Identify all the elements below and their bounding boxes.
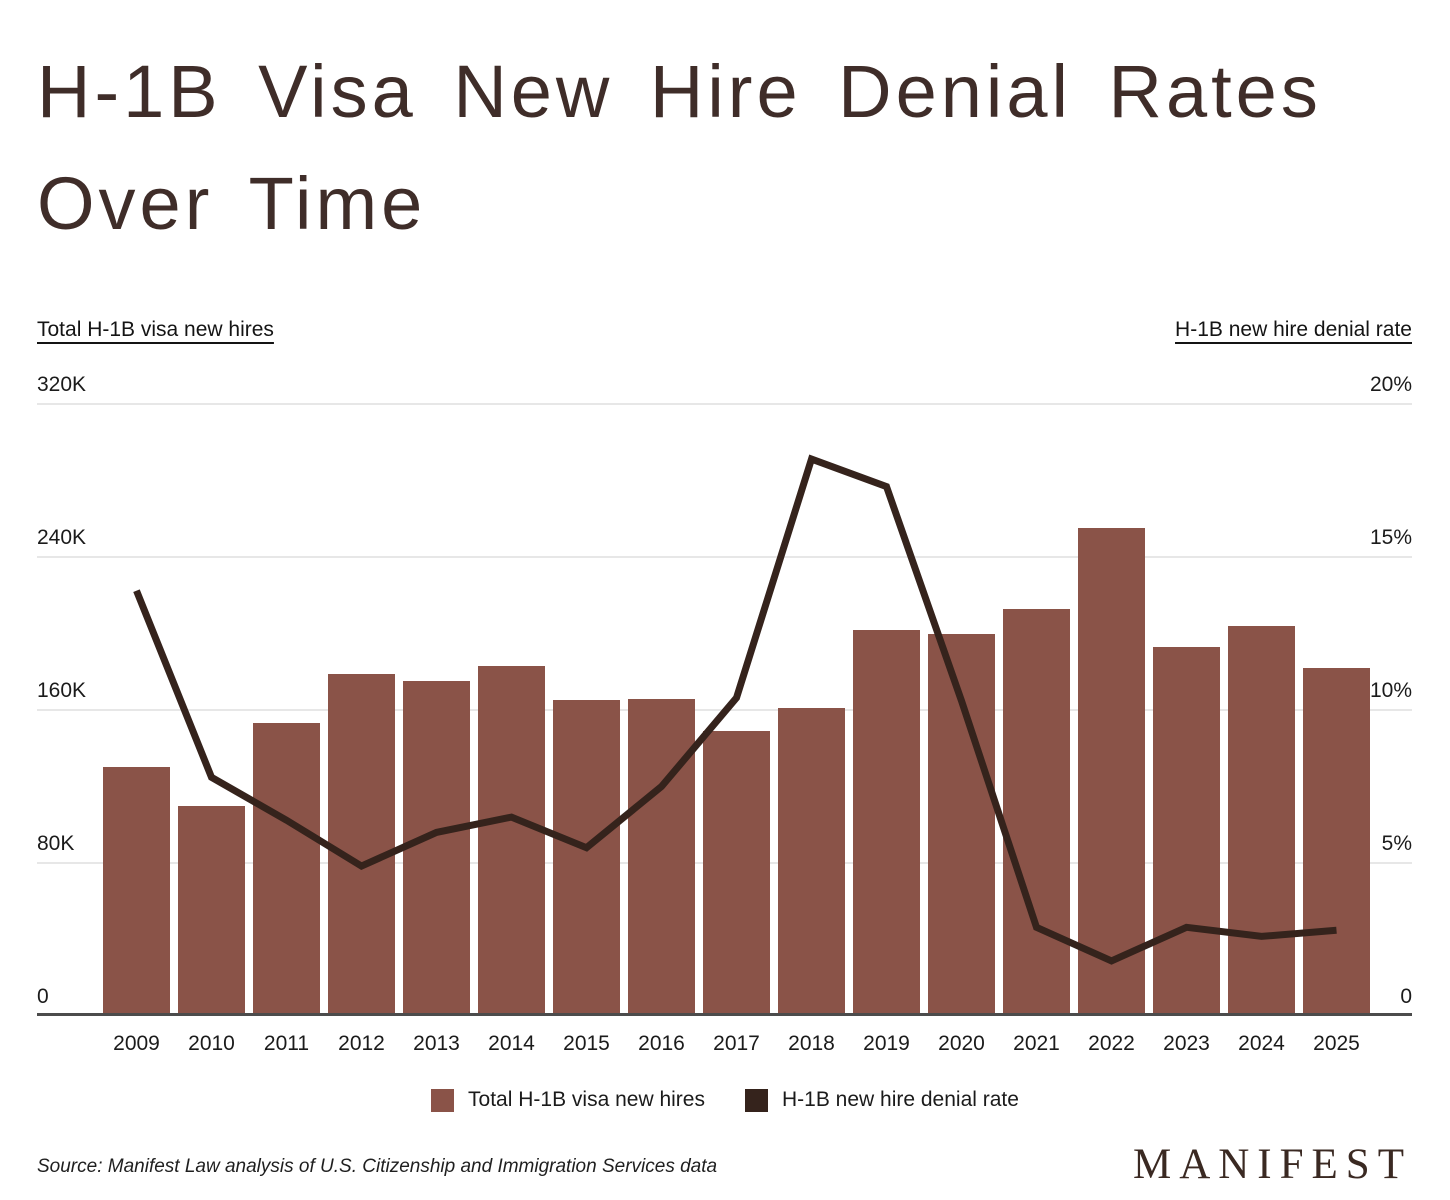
bar-2017 bbox=[703, 731, 770, 1013]
plot-area: 320K 20% 240K 15% 160K 10% 80K 5% 0 0 bbox=[37, 373, 1412, 1016]
x-axis-label-2023: 2023 bbox=[1163, 1032, 1210, 1055]
x-axis-label-2015: 2015 bbox=[563, 1032, 610, 1055]
bar-2020 bbox=[928, 633, 995, 1013]
x-axis-label-2014: 2014 bbox=[488, 1032, 535, 1055]
left-axis-tick: 80K bbox=[37, 832, 75, 855]
bar-2018 bbox=[778, 708, 845, 1013]
legend-item-denial-rate: H-1B new hire denial rate bbox=[744, 1088, 1019, 1112]
x-axis-label-2024: 2024 bbox=[1238, 1032, 1285, 1055]
right-axis-tick: 20% bbox=[1369, 373, 1412, 396]
left-axis-tick: 160K bbox=[37, 679, 87, 702]
right-axis-tick: 15% bbox=[1369, 526, 1412, 549]
bar-2023 bbox=[1153, 646, 1220, 1013]
legend-label: H-1B new hire denial rate bbox=[781, 1088, 1019, 1111]
x-axis-label-2020: 2020 bbox=[938, 1032, 985, 1055]
legend-swatch-line bbox=[744, 1088, 768, 1112]
x-axis-label-2021: 2021 bbox=[1013, 1032, 1060, 1055]
right-axis-tick: 0 bbox=[1400, 985, 1412, 1008]
chart-title: H-1B Visa New Hire Denial Rates Over Tim… bbox=[37, 36, 1322, 260]
left-axis-header-link[interactable]: Total H-1B visa new hires bbox=[37, 318, 274, 341]
legend-swatch-bar bbox=[431, 1088, 455, 1112]
bar-2010 bbox=[178, 805, 245, 1013]
bar-2019 bbox=[853, 629, 920, 1013]
x-axis-label-2025: 2025 bbox=[1313, 1032, 1360, 1055]
x-axis-label-2019: 2019 bbox=[863, 1032, 910, 1055]
chart-title-line2: Over Time bbox=[37, 162, 427, 245]
right-axis-tick: 10% bbox=[1369, 679, 1412, 702]
bar-2016 bbox=[628, 698, 695, 1013]
bar-2015 bbox=[553, 700, 620, 1013]
bar-2013 bbox=[403, 681, 470, 1013]
x-axis-labels: 2009 2010 2011 2012 2013 2014 2015 2016 2017 2018… bbox=[37, 1032, 1412, 1062]
chart-title-line1: H-1B Visa New Hire Denial Rates bbox=[37, 50, 1322, 133]
right-axis-tick: 5% bbox=[1381, 832, 1412, 855]
bar-2022 bbox=[1078, 528, 1145, 1013]
left-axis-tick: 240K bbox=[37, 526, 87, 549]
gridline bbox=[37, 403, 1412, 405]
right-axis-header-link[interactable]: H-1B new hire denial rate bbox=[1175, 318, 1412, 341]
bar-2025 bbox=[1303, 667, 1370, 1013]
bar-2024 bbox=[1228, 625, 1295, 1013]
bar-2014 bbox=[478, 666, 545, 1013]
bar-2011 bbox=[253, 723, 320, 1013]
gridline bbox=[37, 556, 1412, 558]
x-axis-label-2012: 2012 bbox=[338, 1032, 385, 1055]
manifest-logo: MANIFEST bbox=[1132, 1141, 1412, 1188]
source-note: Source: Manifest Law analysis of U.S. Ci… bbox=[37, 1156, 718, 1177]
x-axis-label-2018: 2018 bbox=[788, 1032, 835, 1055]
x-axis-baseline bbox=[37, 1013, 1412, 1016]
x-axis-label-2017: 2017 bbox=[713, 1032, 760, 1055]
x-axis-label-2022: 2022 bbox=[1088, 1032, 1135, 1055]
legend: Total H-1B visa new hires H-1B new hire d… bbox=[0, 1088, 1450, 1112]
left-axis-tick: 320K bbox=[37, 373, 87, 396]
legend-item-new-hires: Total H-1B visa new hires bbox=[431, 1088, 705, 1112]
bar-2021 bbox=[1003, 608, 1070, 1013]
left-axis-tick: 0 bbox=[37, 985, 49, 1008]
x-axis-label-2010: 2010 bbox=[188, 1032, 235, 1055]
x-axis-label-2009: 2009 bbox=[113, 1032, 160, 1055]
x-axis-label-2011: 2011 bbox=[263, 1032, 310, 1055]
legend-label: Total H-1B visa new hires bbox=[468, 1088, 705, 1111]
bar-2009 bbox=[103, 767, 170, 1013]
x-axis-label-2016: 2016 bbox=[638, 1032, 685, 1055]
x-axis-label-2013: 2013 bbox=[413, 1032, 460, 1055]
bar-2012 bbox=[328, 673, 395, 1013]
